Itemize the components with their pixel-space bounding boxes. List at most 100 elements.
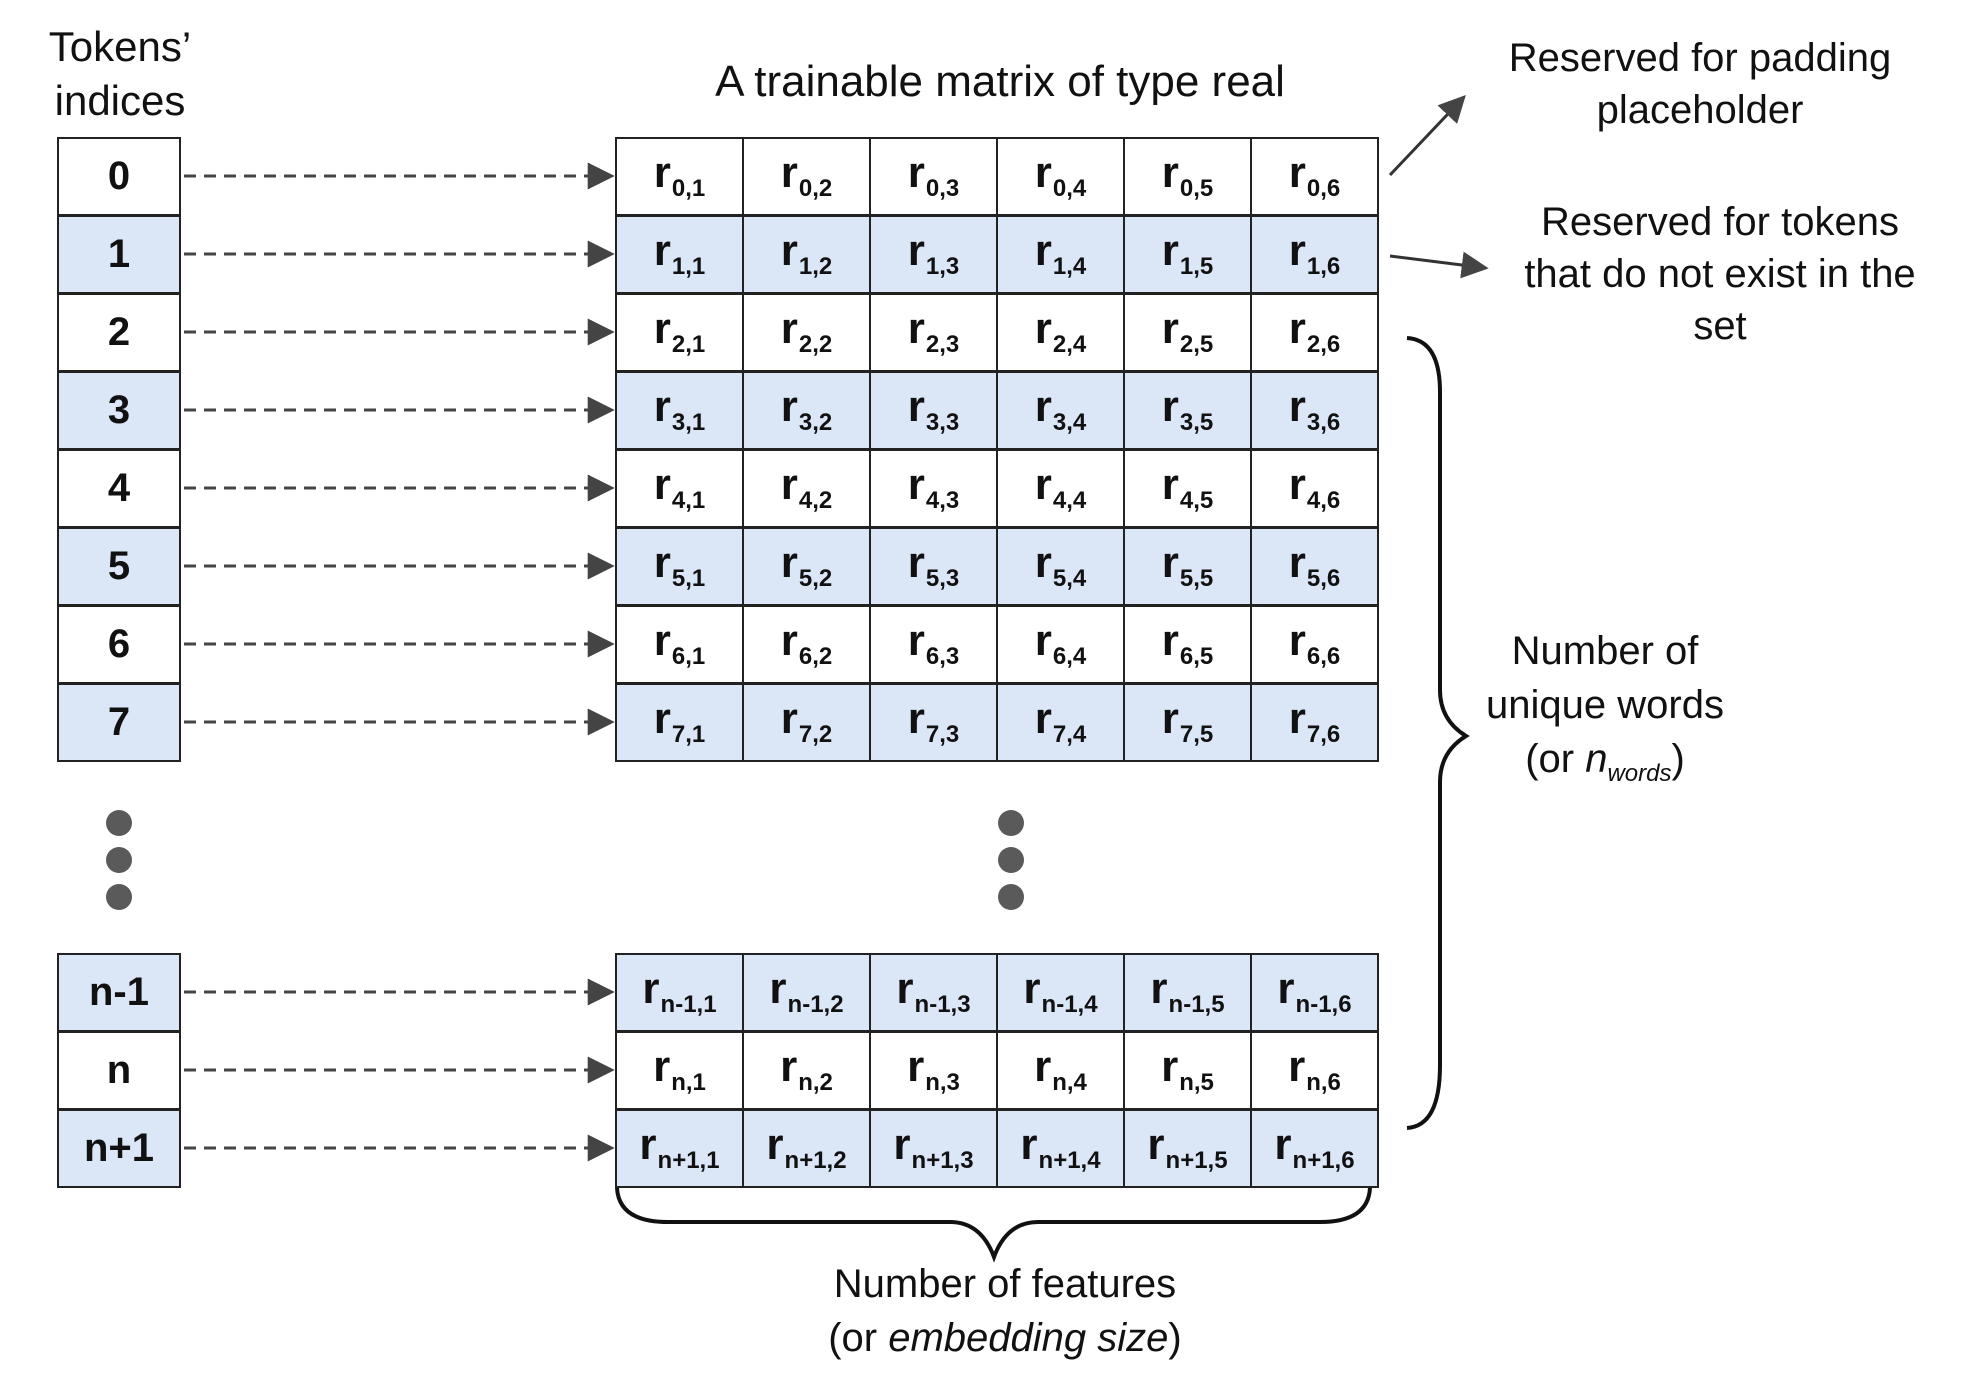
matrix-cell: r 3,5 xyxy=(1123,371,1252,450)
cell-subscript: n+1,6 xyxy=(1292,1147,1355,1174)
cell-letter: r xyxy=(780,382,798,431)
matrix-title: A trainable matrix of type real xyxy=(715,57,1285,106)
unknown-token-annotation: Reserved for tokens that do not exist in… xyxy=(1490,196,1950,352)
matrix-cell: r n+1,6 xyxy=(1250,1109,1379,1188)
cell-subscript: 6,2 xyxy=(798,643,833,670)
matrix-cell: r 5,3 xyxy=(869,527,998,606)
features-line-2: (or embedding size) xyxy=(720,1311,1290,1365)
cell-subscript: 2,2 xyxy=(798,331,833,358)
matrix-cell: r n,2 xyxy=(742,1031,871,1110)
matrix-row: r 4,1 r 4,2 r 4,3 r 4,4 r 4,5 r 4,6 xyxy=(615,449,1389,528)
matrix-cell: r n+1,5 xyxy=(1123,1109,1252,1188)
unique-words-line-3: (or nwords) xyxy=(1450,732,1760,801)
matrix-cell: r 0,3 xyxy=(869,137,998,216)
token-index-box: 6 xyxy=(57,605,181,684)
matrix-cell: r 7,5 xyxy=(1123,683,1252,762)
cell-subscript: 6,5 xyxy=(1179,643,1214,670)
cell-letter: r xyxy=(1161,382,1179,431)
cell-letter: r xyxy=(1161,616,1179,665)
cell-subscript: 0,3 xyxy=(925,175,960,202)
matrix-cell: r 2,6 xyxy=(1250,293,1379,372)
cell-subscript: n,5 xyxy=(1179,1069,1214,1096)
matrix-cell: r 5,2 xyxy=(742,527,871,606)
matrix-row: r 5,1 r 5,2 r 5,3 r 5,4 r 5,5 r 5,6 xyxy=(615,527,1389,606)
token-index-box: 5 xyxy=(57,527,181,606)
cell-letter: r xyxy=(907,304,925,353)
unknown-annotation-line-1: Reserved for tokens xyxy=(1541,200,1899,244)
cell-letter: r xyxy=(1147,1120,1165,1169)
unique-words-var: n xyxy=(1585,737,1608,781)
cell-letter: r xyxy=(1020,1120,1038,1169)
matrix-cell: r n-1,4 xyxy=(996,953,1125,1032)
matrix-cell: r 5,6 xyxy=(1250,527,1379,606)
unique-words-brace xyxy=(1406,336,1470,1130)
features-annotation: Number of features (or embedding size) xyxy=(720,1257,1290,1365)
matrix-cell: r n+1,4 xyxy=(996,1109,1125,1188)
unknown-annotation-arrow xyxy=(1389,251,1489,279)
cell-letter: r xyxy=(907,538,925,587)
cell-letter: r xyxy=(907,382,925,431)
cell-letter: r xyxy=(1288,382,1306,431)
matrix-cell: r 4,6 xyxy=(1250,449,1379,528)
matrix-cell: r 7,1 xyxy=(615,683,744,762)
matrix-cell: r 0,6 xyxy=(1250,137,1379,216)
cell-subscript: n+1,3 xyxy=(911,1147,974,1174)
cell-letter: r xyxy=(653,148,671,197)
matrix-cell: r 6,5 xyxy=(1123,605,1252,684)
cell-letter: r xyxy=(1161,226,1179,275)
cell-letter: r xyxy=(1034,1042,1052,1091)
ellipsis-dot xyxy=(106,884,132,910)
cell-letter: r xyxy=(1288,694,1306,743)
matrix-cell: r 3,4 xyxy=(996,371,1125,450)
matrix-cell: r 3,6 xyxy=(1250,371,1379,450)
cell-letter: r xyxy=(1274,1120,1292,1169)
cell-subscript: 4,1 xyxy=(671,487,706,514)
cell-letter: r xyxy=(780,304,798,353)
cell-letter: r xyxy=(1288,460,1306,509)
cell-subscript: 1,3 xyxy=(925,253,960,280)
cell-letter: r xyxy=(1161,694,1179,743)
cell-letter: r xyxy=(780,1042,798,1091)
matrix-cell: r 5,1 xyxy=(615,527,744,606)
cell-subscript: 4,5 xyxy=(1179,487,1214,514)
cell-letter: r xyxy=(1161,148,1179,197)
cell-subscript: n,4 xyxy=(1052,1069,1087,1096)
cell-subscript: 0,1 xyxy=(671,175,706,202)
cell-subscript: 1,2 xyxy=(798,253,833,280)
matrix-cell: r 0,4 xyxy=(996,137,1125,216)
matrix-cell: r 1,1 xyxy=(615,215,744,294)
cell-subscript: 2,4 xyxy=(1052,331,1087,358)
cell-subscript: n-1,3 xyxy=(914,991,971,1018)
matrix-cell: r n+1,2 xyxy=(742,1109,871,1188)
matrix-cell: r n+1,3 xyxy=(869,1109,998,1188)
cell-letter: r xyxy=(1288,304,1306,353)
cell-letter: r xyxy=(780,616,798,665)
matrix-cell: r 6,3 xyxy=(869,605,998,684)
matrix-cell: r 3,2 xyxy=(742,371,871,450)
cell-subscript: 7,5 xyxy=(1179,721,1214,748)
cell-letter: r xyxy=(780,694,798,743)
cell-letter: r xyxy=(1288,226,1306,275)
cell-letter: r xyxy=(1034,304,1052,353)
cell-letter: r xyxy=(1034,460,1052,509)
cell-letter: r xyxy=(1161,460,1179,509)
cell-letter: r xyxy=(653,460,671,509)
cell-letter: r xyxy=(1034,616,1052,665)
cell-subscript: 6,6 xyxy=(1306,643,1341,670)
features-suffix: ) xyxy=(1168,1316,1182,1360)
cell-letter: r xyxy=(1034,382,1052,431)
cell-letter: r xyxy=(907,148,925,197)
token-index-box: n+1 xyxy=(57,1109,181,1188)
cell-subscript: 6,3 xyxy=(925,643,960,670)
unique-words-line-1: Number of xyxy=(1511,629,1699,673)
cell-letter: r xyxy=(642,964,660,1013)
padding-annotation-line-2: placeholder xyxy=(1596,88,1804,132)
cell-letter: r xyxy=(1023,964,1041,1013)
cell-letter: r xyxy=(1288,538,1306,587)
unknown-annotation-line-2: that do not exist in the xyxy=(1524,252,1916,296)
cell-letter: r xyxy=(1161,538,1179,587)
cell-subscript: 5,4 xyxy=(1052,565,1087,592)
cell-letter: r xyxy=(1277,964,1295,1013)
cell-subscript: 5,6 xyxy=(1306,565,1341,592)
